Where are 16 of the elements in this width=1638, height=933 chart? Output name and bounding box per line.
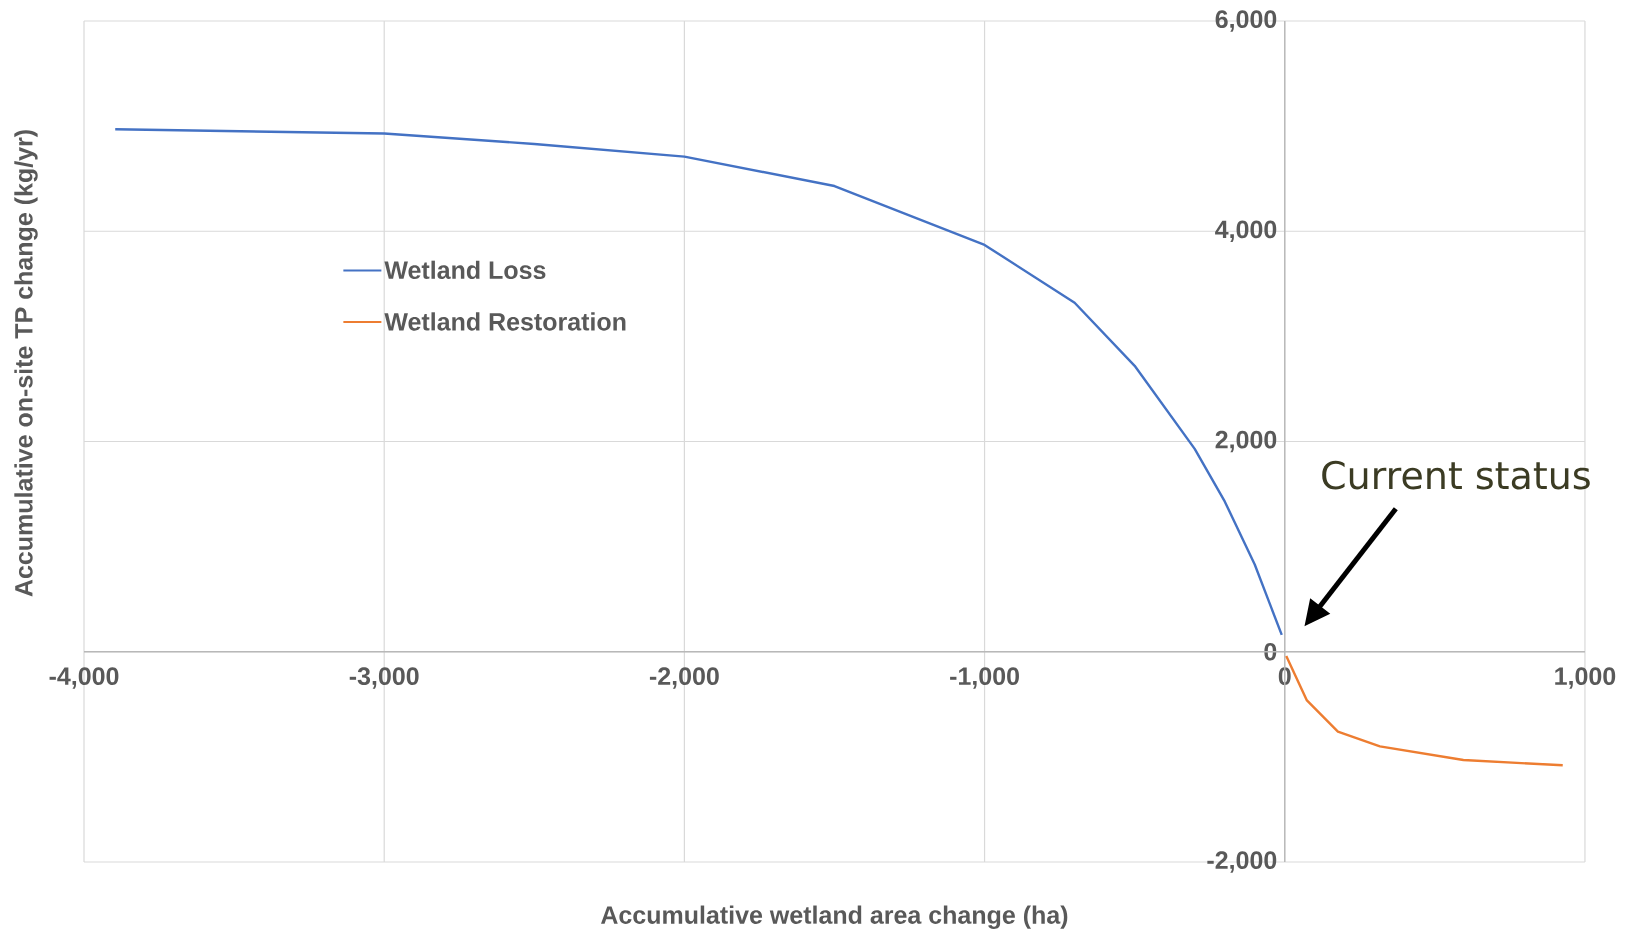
- legend-label: Wetland Restoration: [384, 312, 626, 331]
- x-tick-label: -4,000: [49, 667, 119, 689]
- x-tick-label: 1,000: [1555, 667, 1616, 689]
- y-tick-label: 6,000: [1215, 10, 1277, 32]
- legend-label: Wetland Loss: [384, 260, 546, 280]
- y-axis-title: Accumulative on-site TP change (kg/yr): [14, 130, 38, 597]
- x-tick-label: -1,000: [950, 667, 1019, 689]
- x-tick-label: -3,000: [349, 667, 419, 689]
- y-tick-label: 4,000: [1215, 220, 1277, 242]
- y-tick-label: 2,000: [1215, 430, 1277, 453]
- line-series: [114, 128, 1283, 637]
- annotation: Current status: [1322, 460, 1590, 490]
- x-tick-label: -2,000: [649, 667, 719, 689]
- y-tick-label: -2,000: [1207, 851, 1277, 873]
- x-axis-title: Accumulative wetland area change (ha): [601, 905, 1068, 929]
- x-tick-label: 0: [1278, 667, 1291, 686]
